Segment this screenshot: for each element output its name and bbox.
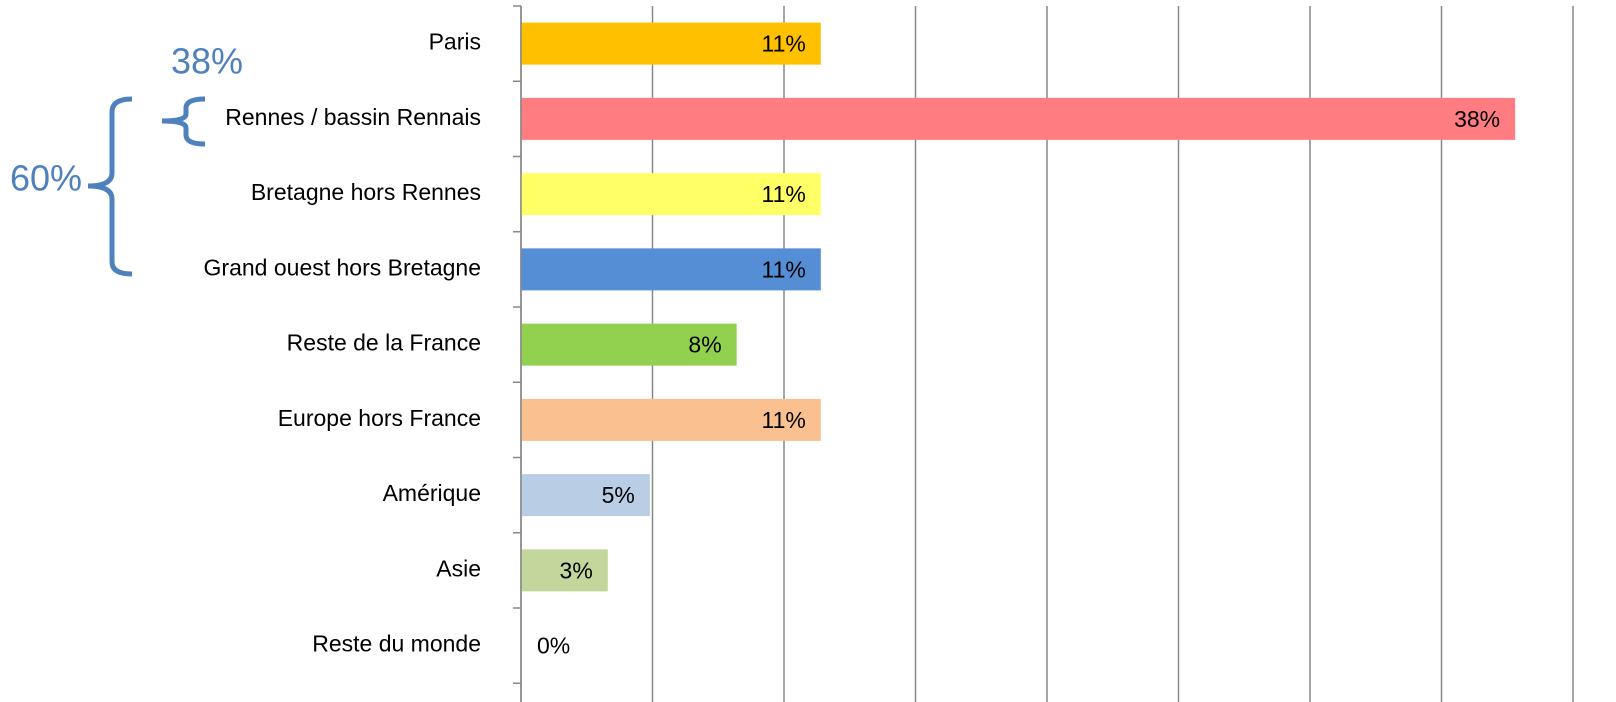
annotation: 60%: [10, 158, 82, 199]
y-tick-label: Asie: [436, 555, 481, 581]
bar: [521, 398, 821, 441]
y-tick-label: Rennes / bassin Rennais: [225, 104, 481, 130]
bar: [521, 248, 821, 291]
bar: [521, 323, 737, 366]
y-tick-label: Grand ouest hors Bretagne: [204, 254, 481, 280]
data-label: 3%: [560, 557, 593, 583]
brace-38: [161, 96, 206, 147]
annotation: 38%: [171, 41, 243, 82]
bar: [521, 97, 1516, 140]
bar: [521, 474, 650, 517]
data-label: 0%: [537, 633, 570, 659]
data-label: 38%: [1454, 106, 1500, 132]
bar: [521, 173, 821, 216]
bar: [521, 549, 608, 592]
y-tick-label: Paris: [429, 29, 481, 55]
data-label: 11%: [761, 181, 805, 207]
brace-60: [87, 96, 133, 277]
y-tick-label: Amérique: [383, 480, 481, 506]
y-tick-label: Europe hors France: [278, 405, 481, 431]
data-label: 11%: [761, 31, 805, 57]
y-tick-label: Reste de la France: [287, 330, 481, 356]
bar: [521, 22, 821, 65]
data-label: 11%: [761, 256, 805, 282]
data-label: 8%: [688, 332, 721, 358]
y-tick-label: Reste du monde: [312, 631, 481, 657]
y-tick-label: Bretagne hors Rennes: [251, 179, 481, 205]
data-label: 5%: [602, 482, 635, 508]
data-label: 11%: [761, 407, 805, 433]
